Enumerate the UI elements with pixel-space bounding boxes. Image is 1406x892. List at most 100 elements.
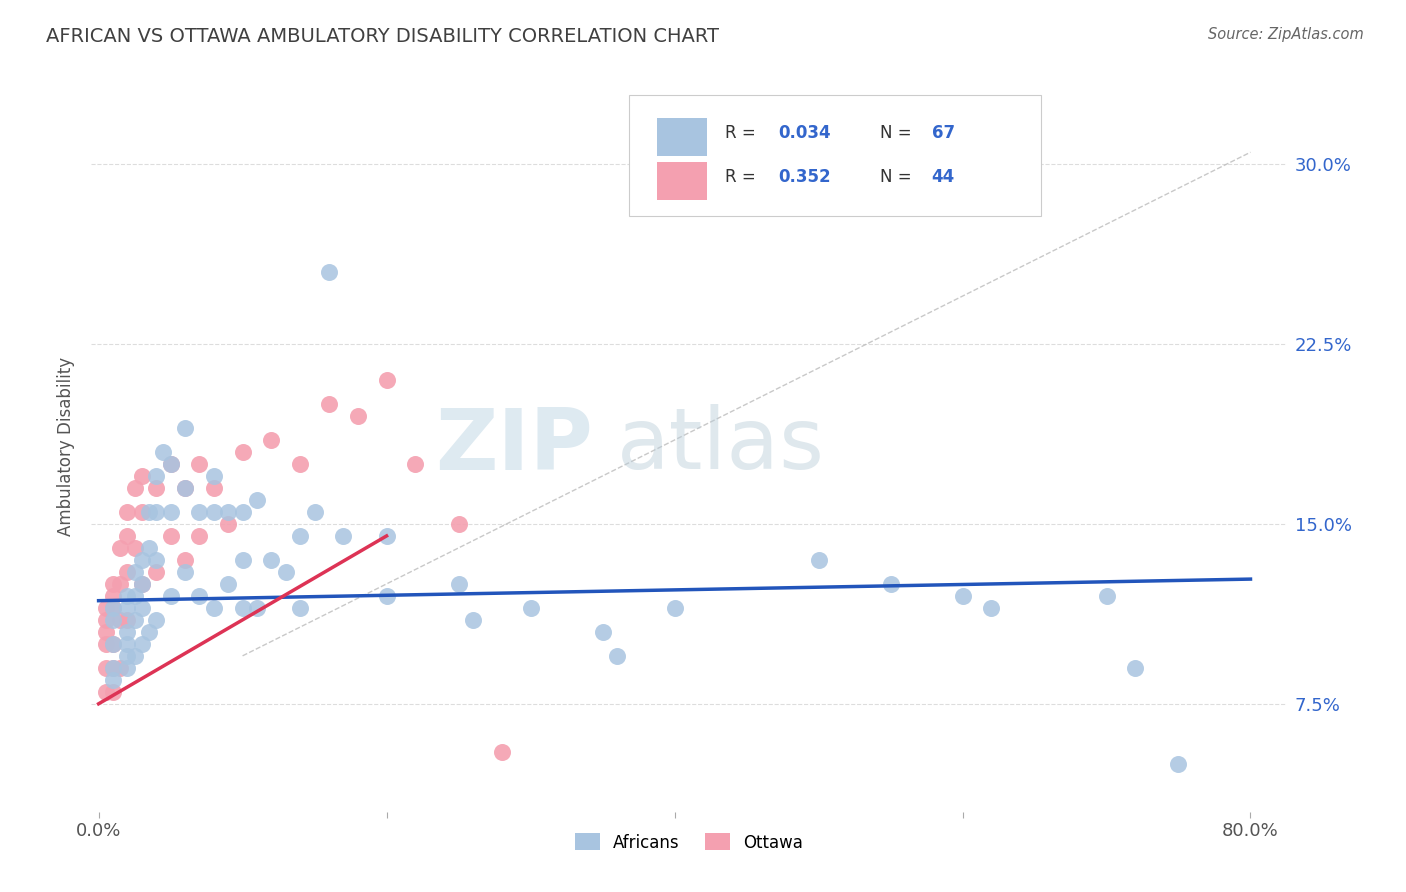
Point bbox=[124, 648, 146, 663]
Point bbox=[447, 516, 470, 531]
Text: atlas: atlas bbox=[617, 404, 825, 488]
Point bbox=[159, 589, 181, 603]
Point bbox=[232, 445, 254, 459]
Point bbox=[246, 492, 269, 507]
Point bbox=[124, 565, 146, 579]
Point bbox=[101, 577, 124, 591]
Point bbox=[117, 624, 139, 639]
Point bbox=[217, 577, 239, 591]
Point bbox=[447, 577, 470, 591]
Point bbox=[304, 505, 326, 519]
Point bbox=[274, 565, 297, 579]
Point bbox=[101, 613, 124, 627]
Text: N =: N = bbox=[880, 124, 917, 142]
Point bbox=[606, 648, 628, 663]
Point bbox=[288, 600, 311, 615]
Point bbox=[101, 637, 124, 651]
Point bbox=[117, 648, 139, 663]
Point bbox=[94, 661, 117, 675]
Text: 0.034: 0.034 bbox=[779, 124, 831, 142]
Point bbox=[138, 624, 160, 639]
Point bbox=[101, 661, 124, 675]
Point bbox=[375, 589, 398, 603]
Point bbox=[332, 529, 354, 543]
Point bbox=[94, 637, 117, 651]
Point bbox=[117, 589, 139, 603]
Point bbox=[217, 516, 239, 531]
Text: Source: ZipAtlas.com: Source: ZipAtlas.com bbox=[1208, 27, 1364, 42]
Point bbox=[188, 457, 211, 471]
Point bbox=[131, 637, 153, 651]
Point bbox=[202, 505, 225, 519]
Point bbox=[188, 589, 211, 603]
Point bbox=[375, 529, 398, 543]
Point bbox=[124, 589, 146, 603]
Point bbox=[159, 505, 181, 519]
Point bbox=[318, 265, 340, 279]
Text: N =: N = bbox=[880, 168, 917, 186]
Point bbox=[108, 661, 131, 675]
Point bbox=[188, 505, 211, 519]
Point bbox=[138, 505, 160, 519]
Point bbox=[346, 409, 368, 423]
Point bbox=[188, 529, 211, 543]
Point bbox=[94, 624, 117, 639]
Point bbox=[145, 565, 167, 579]
Point bbox=[124, 481, 146, 495]
Point bbox=[232, 505, 254, 519]
Point bbox=[101, 600, 124, 615]
Point bbox=[131, 577, 153, 591]
Point bbox=[318, 397, 340, 411]
Point bbox=[138, 541, 160, 555]
Point bbox=[404, 457, 426, 471]
Point bbox=[159, 457, 181, 471]
Point bbox=[288, 457, 311, 471]
Point bbox=[159, 529, 181, 543]
Point bbox=[1167, 756, 1189, 771]
Point bbox=[124, 613, 146, 627]
Point bbox=[94, 600, 117, 615]
Text: 44: 44 bbox=[932, 168, 955, 186]
Legend: Africans, Ottawa: Africans, Ottawa bbox=[568, 827, 810, 858]
Point bbox=[952, 589, 974, 603]
Point bbox=[664, 600, 686, 615]
Y-axis label: Ambulatory Disability: Ambulatory Disability bbox=[56, 357, 75, 535]
Point bbox=[117, 637, 139, 651]
FancyBboxPatch shape bbox=[630, 95, 1042, 216]
Point bbox=[101, 637, 124, 651]
Point bbox=[217, 505, 239, 519]
Point bbox=[288, 529, 311, 543]
Point bbox=[1095, 589, 1118, 603]
Point bbox=[260, 553, 283, 567]
Point bbox=[174, 481, 197, 495]
Bar bbox=[657, 162, 707, 200]
Point bbox=[101, 685, 124, 699]
Text: 67: 67 bbox=[932, 124, 955, 142]
Point bbox=[174, 553, 197, 567]
Point bbox=[202, 481, 225, 495]
Text: R =: R = bbox=[725, 124, 761, 142]
Point bbox=[131, 600, 153, 615]
Point bbox=[101, 600, 124, 615]
Point bbox=[131, 469, 153, 483]
Point bbox=[108, 541, 131, 555]
Point bbox=[117, 661, 139, 675]
Point bbox=[101, 661, 124, 675]
Point bbox=[117, 505, 139, 519]
Point bbox=[101, 589, 124, 603]
Point bbox=[491, 745, 513, 759]
Point bbox=[131, 553, 153, 567]
Point bbox=[145, 481, 167, 495]
Point bbox=[807, 553, 830, 567]
Point bbox=[246, 600, 269, 615]
Point bbox=[202, 600, 225, 615]
Point bbox=[174, 481, 197, 495]
Point bbox=[108, 577, 131, 591]
Point bbox=[152, 445, 174, 459]
Point bbox=[519, 600, 541, 615]
Point bbox=[117, 529, 139, 543]
Point bbox=[117, 600, 139, 615]
Point bbox=[592, 624, 614, 639]
Point bbox=[124, 541, 146, 555]
Point bbox=[145, 613, 167, 627]
